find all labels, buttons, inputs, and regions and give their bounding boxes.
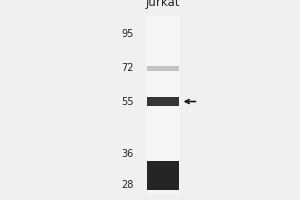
Text: 55: 55 <box>121 97 133 107</box>
Text: Jurkat: Jurkat <box>146 0 181 9</box>
Text: 28: 28 <box>121 180 133 190</box>
Bar <box>147 16 180 194</box>
Text: 36: 36 <box>121 149 133 159</box>
Bar <box>147 66 179 71</box>
Bar <box>147 161 179 190</box>
Bar <box>147 97 179 106</box>
Text: 95: 95 <box>121 29 133 39</box>
Text: 72: 72 <box>121 63 133 73</box>
